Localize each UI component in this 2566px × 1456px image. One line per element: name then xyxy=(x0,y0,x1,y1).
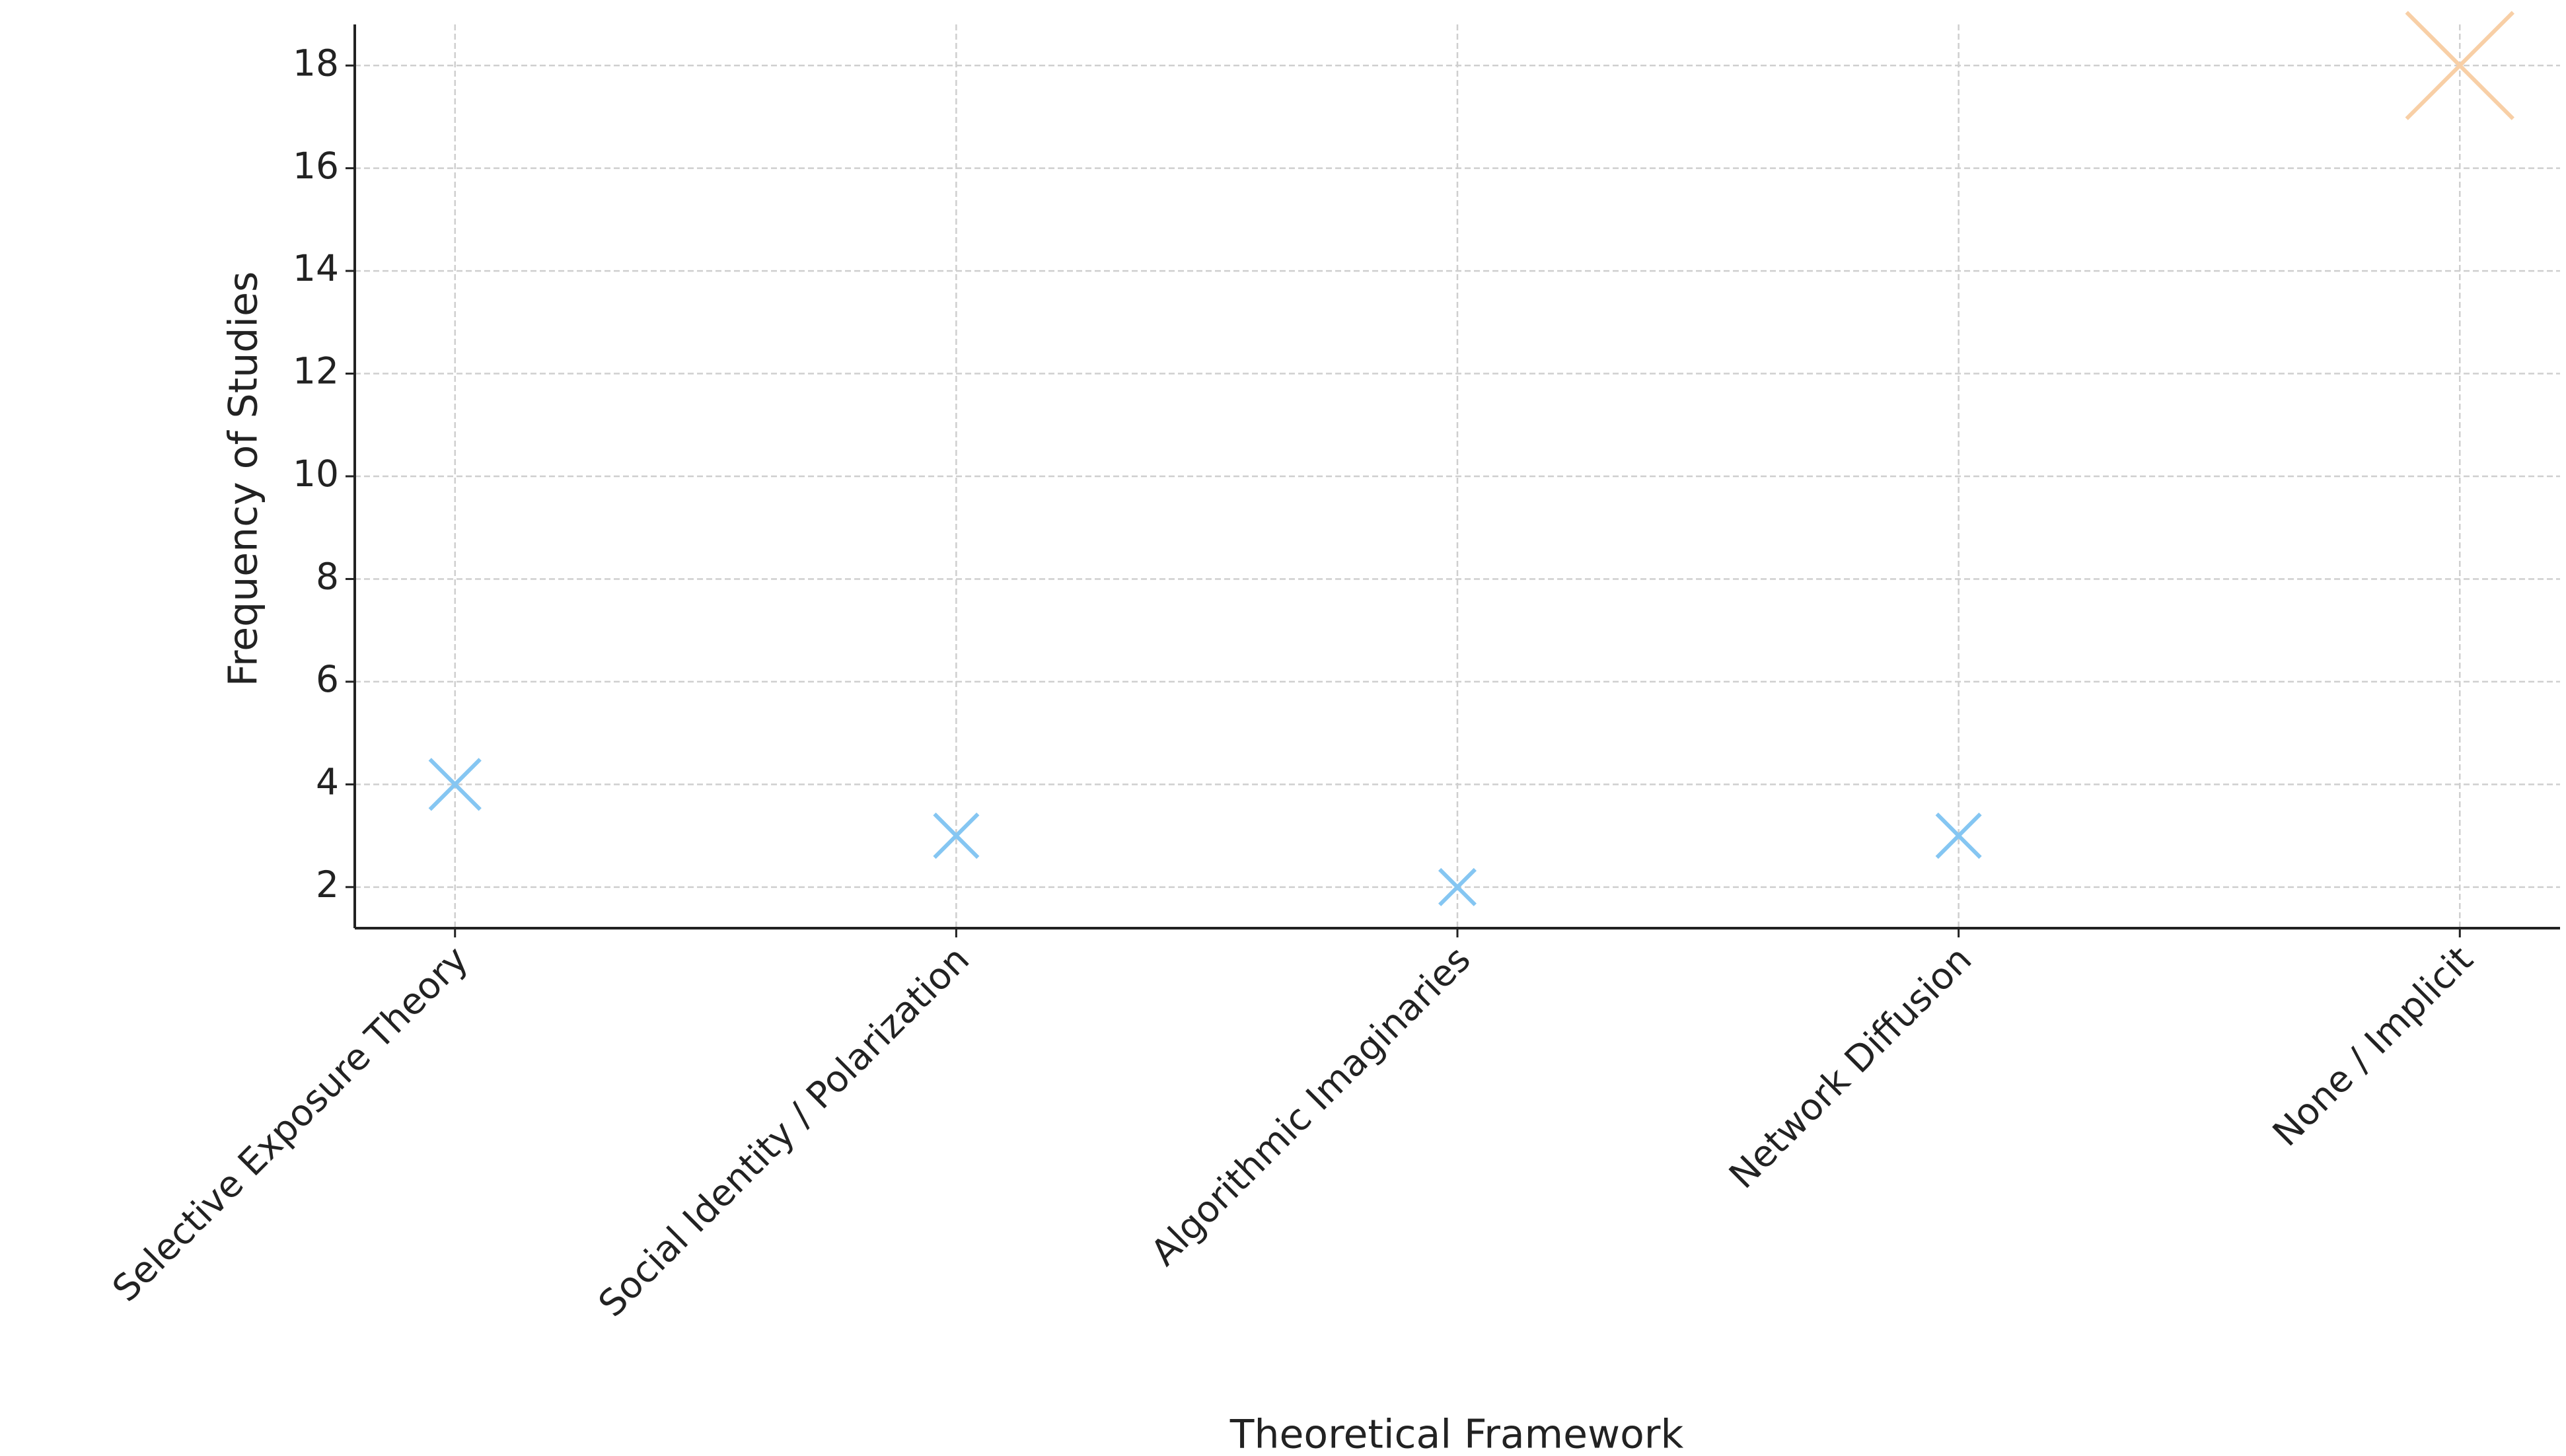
marker xyxy=(428,758,482,811)
x-tick-label: Network Diffusion xyxy=(1721,938,1980,1197)
y-tick-label: 12 xyxy=(293,350,339,392)
x-tick-label: Selective Exposure Theory xyxy=(104,938,476,1310)
marker xyxy=(1438,867,1477,906)
marker xyxy=(2405,11,2515,120)
y-axis-title: Frequency of Studies xyxy=(221,272,267,687)
y-tick-label: 18 xyxy=(293,42,339,84)
y-tick-label: 6 xyxy=(316,658,339,700)
x-tick-label: Algorithmic Imaginaries xyxy=(1142,938,1478,1274)
x-axis-title: Theoretical Framework xyxy=(1229,1412,1684,1456)
marker xyxy=(1935,813,1982,859)
y-tick-label: 2 xyxy=(316,863,339,906)
x-tick-label: None / Implicit xyxy=(2265,938,2481,1155)
x-tick-label: Social Identity / Polarization xyxy=(590,938,977,1325)
marker xyxy=(933,813,980,859)
y-tick-label: 4 xyxy=(316,761,339,803)
y-tick-label: 14 xyxy=(293,247,339,289)
y-tick-label: 16 xyxy=(293,145,339,187)
y-tick-label: 8 xyxy=(316,556,339,598)
y-tick-label: 10 xyxy=(293,453,339,495)
